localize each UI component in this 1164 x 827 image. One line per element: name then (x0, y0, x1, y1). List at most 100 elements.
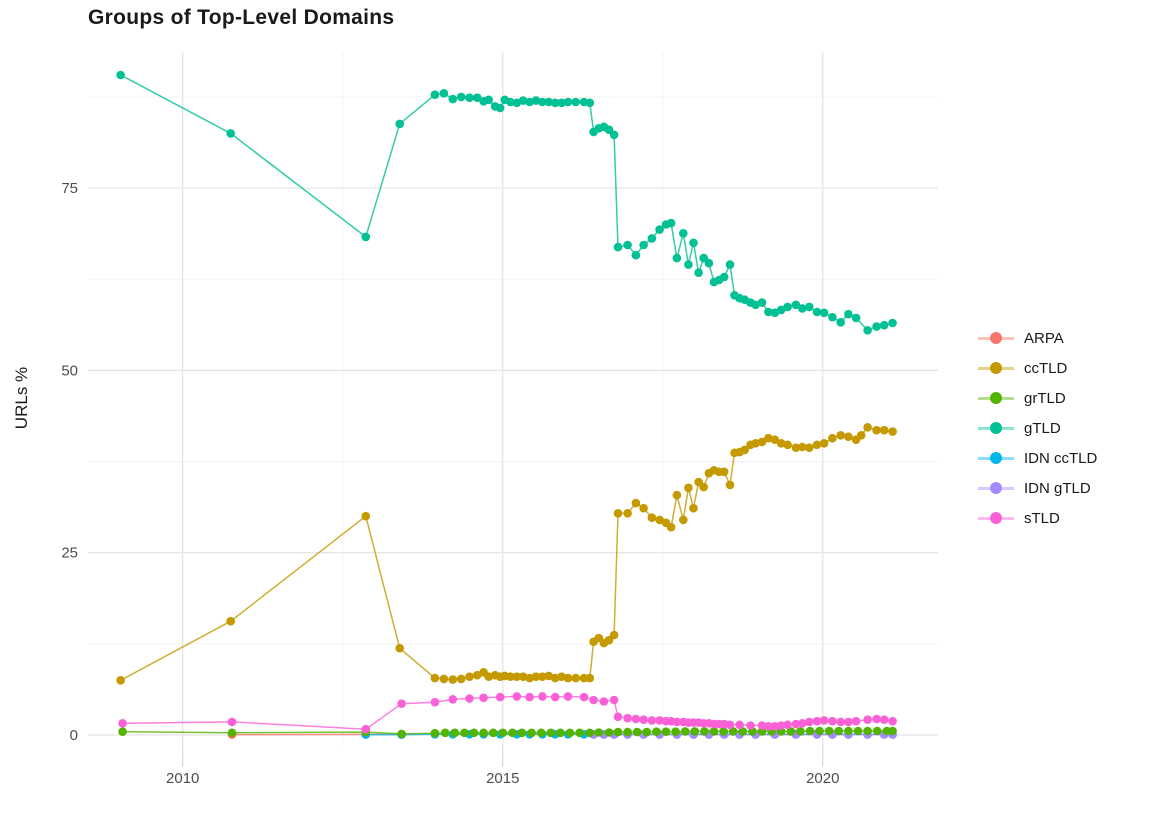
data-point-gtld (851, 313, 861, 323)
data-point-stld (361, 724, 371, 734)
data-point-gtld (609, 130, 619, 140)
legend-label: grTLD (1024, 389, 1066, 407)
y-tick-label: 0 (70, 727, 78, 744)
data-point-stld (776, 721, 786, 730)
data-point-stld (613, 712, 623, 722)
data-point-grtld (488, 728, 498, 738)
data-point-stld (783, 720, 792, 730)
data-point-gtld (631, 250, 641, 260)
data-point-cctld (647, 513, 657, 522)
data-point-stld (647, 716, 657, 725)
data-point-gtld (525, 97, 534, 107)
data-point-stld (770, 722, 780, 731)
data-point-grtld (863, 726, 872, 736)
data-point-cctld (879, 425, 889, 435)
data-point-cctld (563, 673, 573, 683)
data-point-cctld (613, 509, 623, 518)
data-point-cctld (361, 511, 371, 521)
data-point-grtld (709, 727, 719, 736)
data-point-grtld (227, 728, 237, 738)
data-point-cctld (684, 483, 693, 493)
series-line-cctld (120, 426, 893, 681)
data-point-gtld (689, 238, 698, 248)
data-point-cctld (783, 440, 792, 450)
data-point-gtld (550, 98, 560, 108)
legend: ARPA ccTLD grTLD gTLD IDN ccTLD IDN gTLD sTLD (978, 323, 1097, 533)
legend-dot-swatch (990, 422, 1002, 434)
data-point-stld (735, 720, 744, 730)
legend-item-gtld: gTLD (978, 413, 1097, 443)
data-point-gtld (783, 302, 792, 312)
data-point-stld (631, 714, 641, 724)
data-point-gtld (495, 103, 505, 113)
data-point-stld (844, 717, 853, 727)
data-point-grtld (440, 728, 450, 738)
data-point-grtld (680, 727, 690, 736)
data-point-gtld (623, 240, 632, 250)
data-point-gtld (798, 304, 807, 313)
data-point-gtld (484, 95, 494, 105)
data-point-stld (525, 692, 534, 702)
y-tick-label: 75 (61, 180, 78, 197)
data-point-gtld (666, 218, 676, 228)
data-point-gtld (361, 232, 371, 242)
data-point-cctld (571, 673, 580, 683)
data-point-cctld (448, 675, 458, 684)
data-point-gtld (639, 240, 648, 250)
data-point-gtld (672, 253, 682, 263)
data-point-grtld (508, 728, 517, 738)
data-point-stld (118, 719, 127, 728)
data-point-gtld (506, 97, 515, 107)
data-point-cctld (856, 431, 866, 440)
data-point-stld (448, 695, 458, 704)
data-point-gtld (456, 92, 466, 102)
data-point-cctld (812, 440, 822, 450)
data-point-gtld (439, 89, 449, 98)
data-point-grtld (613, 727, 623, 737)
data-point-grtld (824, 726, 834, 736)
legend-dot-swatch (990, 362, 1002, 374)
legend-label: ARPA (1024, 329, 1064, 347)
data-point-grtld (757, 727, 767, 736)
data-point-grtld (527, 728, 536, 738)
data-point-grtld (585, 728, 595, 738)
data-point-cctld (888, 427, 897, 436)
data-point-cctld (844, 432, 853, 442)
data-point-gtld (805, 302, 814, 312)
data-point-gtld (472, 93, 482, 102)
data-point-gtld (518, 96, 528, 105)
data-point-cctld (757, 437, 767, 447)
data-point-stld (538, 692, 547, 701)
data-point-cctld (472, 670, 482, 680)
data-point-gtld (655, 225, 664, 234)
data-point-cctld (655, 515, 664, 525)
data-point-gtld (872, 322, 881, 331)
data-point-gtld (465, 93, 474, 102)
data-point-grtld (700, 727, 709, 736)
legend-key-icon (978, 511, 1014, 525)
data-point-cctld (699, 482, 708, 492)
data-point-cctld (863, 423, 872, 432)
data-point-grtld (397, 729, 406, 739)
data-point-stld (879, 715, 889, 724)
data-point-grtld (642, 727, 652, 737)
data-point-stld (623, 713, 632, 723)
legend-item-idn-gtld: IDN gTLD (978, 473, 1097, 503)
data-point-grtld (594, 728, 604, 737)
data-point-gtld (770, 308, 780, 318)
data-point-stld (479, 693, 488, 703)
data-point-gtld (791, 300, 801, 310)
legend-key-icon (978, 391, 1014, 405)
data-point-grtld (844, 726, 853, 736)
data-point-cctld (672, 490, 682, 500)
data-point-gtld (704, 258, 714, 268)
data-point-gtld (557, 98, 566, 108)
data-point-gtld (719, 272, 729, 282)
data-point-gtld (819, 308, 829, 318)
legend-item-arpa: ARPA (978, 323, 1097, 353)
data-point-grtld (498, 728, 508, 738)
data-point-stld (430, 697, 440, 707)
data-point-grtld (575, 728, 584, 738)
data-point-stld (599, 697, 609, 706)
data-point-gtld (544, 97, 554, 107)
